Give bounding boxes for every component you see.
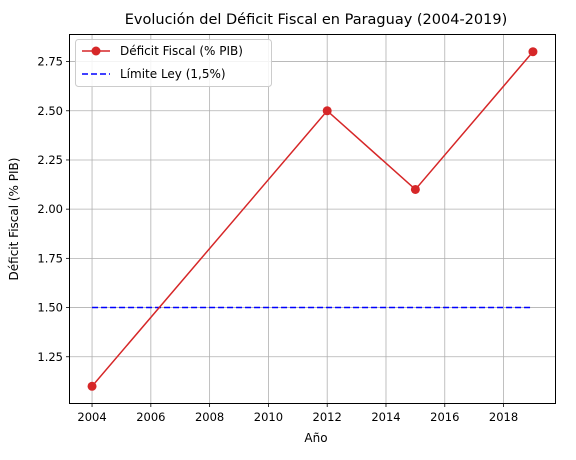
- y-axis-label: Déficit Fiscal (% PIB): [7, 158, 21, 281]
- y-tick-label: 1.75: [37, 251, 63, 265]
- x-tick-label: 2012: [313, 410, 342, 424]
- x-tick-label: 2014: [371, 410, 400, 424]
- x-tick-label: 2004: [77, 410, 106, 424]
- legend-label-deficit: Déficit Fiscal (% PIB): [120, 44, 243, 58]
- y-tick-label: 2.25: [37, 153, 63, 167]
- y-tick-label: 1.50: [37, 301, 63, 315]
- y-ticks: 1.25 1.50 1.75 2.00 2.25 2.50 2.75: [37, 55, 70, 364]
- legend: Déficit Fiscal (% PIB) Límite Ley (1,5%): [75, 39, 272, 87]
- data-point-deficit: [322, 106, 332, 116]
- x-tick-label: 2010: [254, 410, 283, 424]
- x-tick-label: 2008: [195, 410, 224, 424]
- x-ticks: 2004 2006 2008 2010 2012 2014 2016 2018: [77, 403, 518, 424]
- chart-title: Evolución del Déficit Fiscal en Paraguay…: [125, 12, 508, 28]
- x-axis-label: Año: [304, 431, 327, 445]
- x-tick-label: 2006: [136, 410, 165, 424]
- x-tick-label: 2016: [430, 410, 459, 424]
- x-tick-label: 2018: [489, 410, 518, 424]
- y-tick-label: 2.00: [37, 202, 63, 216]
- data-point-deficit: [87, 381, 97, 391]
- y-tick-label: 2.50: [37, 104, 63, 118]
- y-tick-label: 1.25: [37, 350, 63, 364]
- series-layer: [87, 47, 538, 391]
- legend-box: [75, 39, 272, 87]
- legend-marker-deficit: [91, 46, 101, 56]
- data-point-deficit: [410, 184, 420, 194]
- data-point-deficit: [528, 47, 538, 57]
- grid: [70, 35, 555, 403]
- series-line-deficit: [91, 51, 534, 387]
- legend-label-limit: Límite Ley (1,5%): [120, 67, 226, 81]
- plot-frame: [69, 34, 556, 404]
- y-tick-label: 2.75: [37, 55, 63, 69]
